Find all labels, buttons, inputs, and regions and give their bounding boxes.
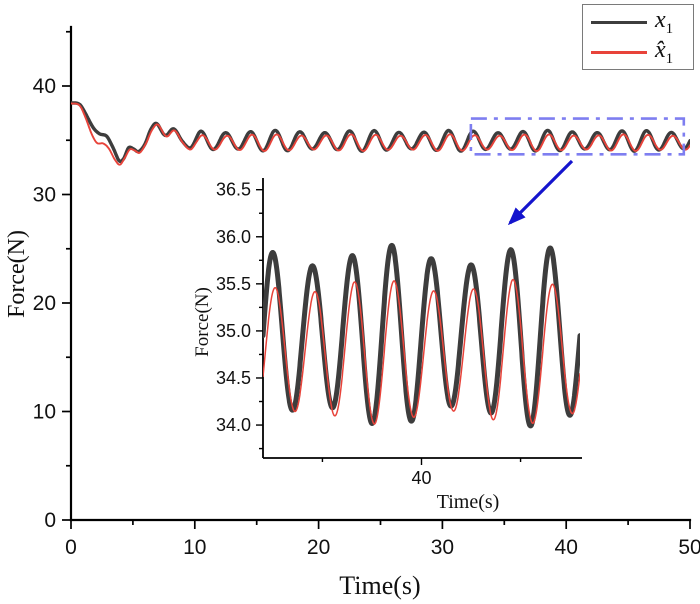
x-tick-label: 10 xyxy=(183,536,206,559)
inset-y-tick-label: 35.0 xyxy=(216,321,251,341)
y-axis-title: Force(N) xyxy=(4,230,30,318)
inset-y-tick-label: 36.0 xyxy=(216,227,251,247)
legend-entry-x1: x1 xyxy=(583,7,693,37)
y-tick-label: 30 xyxy=(33,184,56,207)
y-tick-label: 0 xyxy=(44,509,56,532)
legend-label-x1-hat: x̂1 xyxy=(655,36,674,67)
legend-line-x1 xyxy=(591,20,647,24)
x-tick-label: 50 xyxy=(678,536,700,559)
inset-y-tick-label: 34.5 xyxy=(216,368,251,388)
inset-series-x1_hat-line xyxy=(263,278,580,425)
legend-line-x1-hat xyxy=(591,50,647,54)
inset-y-tick-label: 35.5 xyxy=(216,274,251,294)
inset-x-tick-label: 40 xyxy=(411,468,431,488)
x-tick-label: 20 xyxy=(307,536,330,559)
x-tick-label: 40 xyxy=(555,536,578,559)
inset-y-tick-label: 34.0 xyxy=(216,415,251,435)
x-axis-title: Time(s) xyxy=(339,571,420,600)
series-x1_hat-line xyxy=(71,102,690,166)
legend-entry-x1-hat: x̂1 xyxy=(583,37,693,67)
inset-y-axis-title: Force(N) xyxy=(192,287,213,357)
x-tick-label: 30 xyxy=(431,536,454,559)
inset-plot: 34.0 34.5 35.0 35.5 36.0 36.5 40 xyxy=(216,178,582,488)
annotations xyxy=(469,117,686,226)
y-tick-label: 40 xyxy=(33,75,56,98)
x-tick-label: 0 xyxy=(65,536,77,559)
y-tick-label: 20 xyxy=(33,292,56,315)
zoom-callout-arrow xyxy=(507,159,574,226)
y-tick-label: 10 xyxy=(33,401,56,424)
inset-series-x1-line xyxy=(263,242,580,429)
zoom-region-box xyxy=(469,117,686,156)
inset-y-tick-label: 36.5 xyxy=(216,180,251,200)
legend: x1 x̂1 xyxy=(582,4,694,70)
inset-x-axis-title: Time(s) xyxy=(437,491,500,513)
main-plot: 0 10 20 30 40 50 0 10 20 30 40 xyxy=(33,25,700,559)
legend-label-x1: x1 xyxy=(655,6,674,37)
